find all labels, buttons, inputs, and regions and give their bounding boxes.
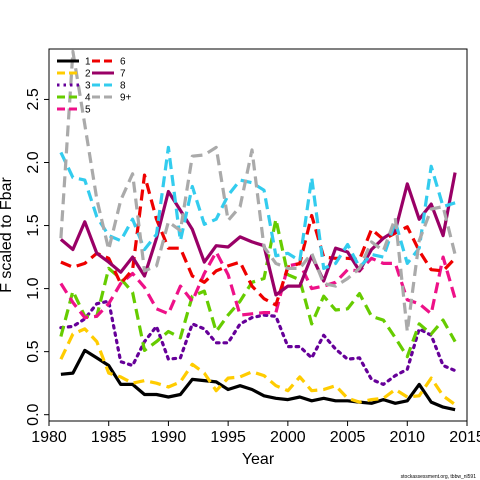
x-tick-label-7: 2010 [389, 429, 425, 446]
series-line-9 [59, 49, 457, 334]
plot-frame [48, 48, 468, 422]
series-layer [59, 49, 457, 412]
legend-label-7: 7 [120, 69, 126, 80]
y-tick-label-4: 1.5 [25, 214, 42, 236]
x-tick-label-4: 1995 [210, 429, 246, 446]
legend-label-9: 9+ [120, 93, 132, 104]
x-tick-label-6: 2005 [330, 429, 366, 446]
x-tick-label-3: 1990 [151, 429, 187, 446]
y-tick-label-1: 0.0 [25, 403, 42, 425]
y-axis: 0.0 0.5 1.0 1.5 2.0 2.5 [25, 88, 49, 426]
y-tick-label-2: 0.5 [25, 340, 42, 362]
series-line-2 [59, 327, 457, 406]
legend-label-2: 2 [85, 69, 91, 80]
series-line-7 [59, 172, 457, 297]
y-tick-label-5: 2.0 [25, 151, 42, 173]
legend-label-4: 4 [85, 93, 91, 104]
legend-label-5: 5 [85, 105, 91, 116]
y-tick-label-6: 2.5 [25, 88, 42, 110]
legend-label-6: 6 [120, 57, 126, 68]
x-axis-title: Year [242, 451, 275, 468]
y-axis-title: F scaled to Fbar [0, 177, 15, 293]
series-line-3 [59, 299, 457, 386]
x-tick-label-5: 2000 [270, 429, 306, 446]
x-axis: 1980 1985 1990 1995 2000 2005 2010 2015 [31, 421, 480, 446]
legend-label-8: 8 [120, 81, 126, 92]
series-line-1 [60, 348, 456, 412]
x-tick-label-1: 1980 [31, 429, 67, 446]
source-note: stockassessment.org, tbbw_nl591 [401, 474, 477, 480]
x-tick-label-8: 2015 [449, 429, 480, 446]
series-line-4 [59, 217, 457, 359]
legend-label-1: 1 [85, 57, 91, 68]
y-tick-label-3: 1.0 [25, 277, 42, 299]
legend-label-3: 3 [85, 81, 91, 92]
x-tick-label-2: 1985 [91, 429, 127, 446]
